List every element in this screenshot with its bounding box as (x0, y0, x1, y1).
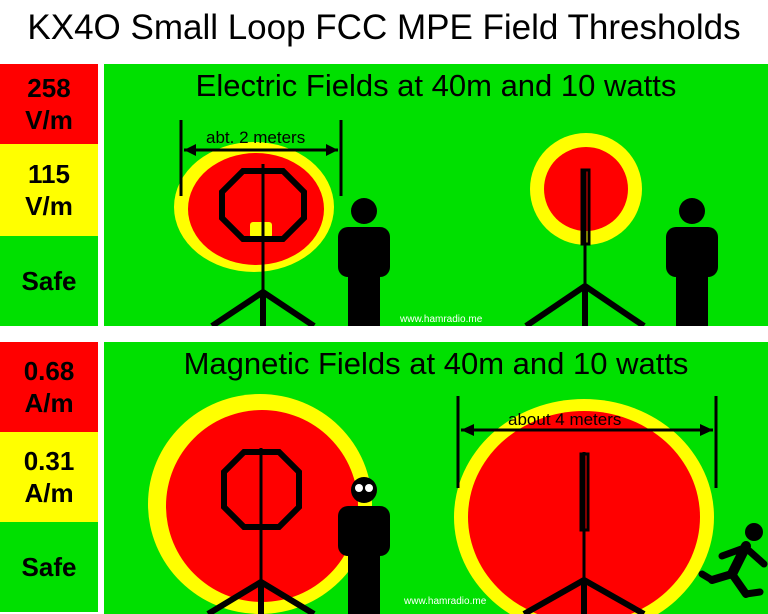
electric-heading: Electric Fields at 40m and 10 watts (195, 68, 677, 103)
magnetic-dimension-label: about 4 meters (508, 410, 622, 429)
legend-mid-value: 115 (28, 159, 70, 189)
electric-field-panel: Electric Fields at 40m and 10 watts abt.… (104, 64, 768, 326)
magnetic-heading: Magnetic Fields at 40m and 10 watts (183, 346, 689, 381)
tripod-icon (524, 283, 646, 326)
electric-hotspot (250, 222, 272, 238)
dimension-arrow-left (184, 144, 196, 156)
running-person-icon (698, 523, 768, 598)
legend-mid-unit: A/m (24, 478, 74, 508)
legend-mid: 115 V/m (0, 144, 98, 236)
electric-dimension-label: abt. 2 meters (206, 128, 306, 147)
legend-high-unit: V/m (25, 105, 73, 135)
legend-high: 258 V/m (0, 64, 98, 144)
watermark: www.hamradio.me (404, 596, 487, 607)
legend-high-value: 258 (27, 73, 71, 103)
person-icon (338, 198, 390, 326)
person-icon (338, 477, 390, 614)
legend-safe: Safe (0, 522, 98, 612)
magnetic-field-panel: Magnetic Fields at 40m and 10 watts abou… (104, 342, 768, 614)
legend-high: 0.68 A/m (0, 342, 98, 432)
magnetic-legend: 0.68 A/m 0.31 A/m Safe (0, 342, 98, 612)
legend-safe: Safe (0, 236, 98, 326)
legend-mid-value: 0.31 (23, 446, 75, 476)
electric-legend: 258 V/m 115 V/m Safe (0, 64, 98, 326)
eye-icon (355, 484, 363, 492)
electric-field-diagram (174, 120, 718, 326)
legend-mid: 0.31 A/m (0, 432, 98, 522)
tripod-icon (522, 577, 646, 614)
legend-high-value: 0.68 (23, 356, 75, 386)
legend-high-unit: A/m (24, 388, 74, 418)
person-icon (666, 198, 718, 326)
legend-mid-unit: V/m (25, 191, 73, 221)
magnetic-field-diagram (148, 394, 768, 614)
dimension-arrow-right (700, 424, 713, 436)
tripod-icon (210, 289, 316, 326)
loop-antenna-icon (221, 449, 302, 530)
eye-icon (365, 484, 373, 492)
dimension-arrow-left (461, 424, 474, 436)
page-title: KX4O Small Loop FCC MPE Field Thresholds (27, 8, 741, 47)
tripod-icon (206, 579, 316, 614)
dimension-arrow-right (326, 144, 338, 156)
loop-antenna-icon (219, 168, 307, 242)
watermark: www.hamradio.me (400, 314, 483, 325)
